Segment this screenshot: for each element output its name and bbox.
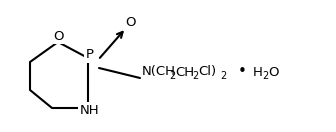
Text: N(CH: N(CH (142, 65, 176, 79)
Text: CH: CH (175, 65, 194, 79)
Text: 2: 2 (169, 71, 175, 81)
Text: NH: NH (80, 103, 100, 117)
Text: O: O (53, 29, 63, 43)
Text: Cl): Cl) (198, 65, 216, 79)
Text: H: H (253, 65, 263, 79)
Text: P: P (86, 48, 94, 62)
Text: O: O (268, 65, 279, 79)
Text: O: O (125, 15, 135, 29)
Text: 2: 2 (220, 71, 226, 81)
Text: 2: 2 (262, 71, 268, 81)
Text: 2: 2 (192, 71, 198, 81)
Text: •: • (238, 65, 246, 79)
